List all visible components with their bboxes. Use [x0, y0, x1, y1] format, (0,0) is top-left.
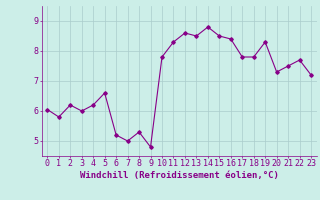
X-axis label: Windchill (Refroidissement éolien,°C): Windchill (Refroidissement éolien,°C) — [80, 171, 279, 180]
